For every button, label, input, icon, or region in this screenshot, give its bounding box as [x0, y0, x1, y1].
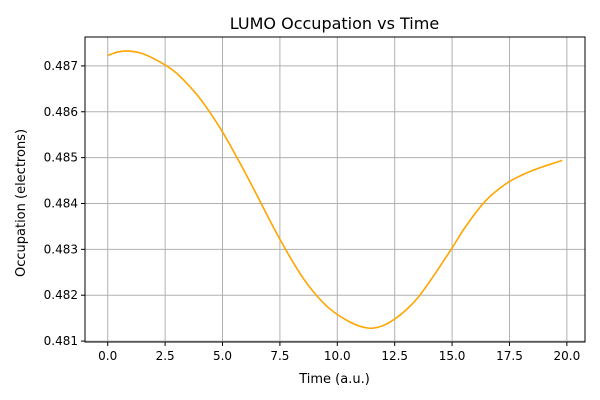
y-tick-label: 0.485 — [44, 151, 78, 165]
y-tick-label: 0.486 — [44, 105, 78, 119]
x-tick-label: 20.0 — [554, 349, 581, 363]
x-axis-label: Time (a.u.) — [298, 372, 370, 387]
y-axis-label: Occupation (electrons) — [14, 129, 29, 277]
y-tick-label: 0.481 — [44, 334, 78, 348]
x-axis: 0.0 2.5 5.0 7.5 10.0 12.5 15.0 17.5 20.0 — [98, 342, 580, 363]
x-tick-label: 2.5 — [156, 349, 175, 363]
x-tick-label: 15.0 — [439, 349, 466, 363]
y-axis: 0.481 0.482 0.483 0.484 0.485 0.486 0.487 — [44, 59, 85, 348]
y-tick-label: 0.483 — [44, 242, 78, 256]
y-tick-label: 0.487 — [44, 59, 78, 73]
x-tick-label: 17.5 — [496, 349, 523, 363]
x-tick-label: 5.0 — [213, 349, 232, 363]
plot-area — [107, 50, 563, 330]
y-tick-label: 0.482 — [44, 288, 78, 302]
x-tick-label: 0.0 — [98, 349, 117, 363]
grid — [85, 37, 585, 342]
plot-frame — [84, 36, 586, 343]
chart-title: LUMO Occupation vs Time — [230, 14, 439, 33]
x-tick-label: 12.5 — [381, 349, 408, 363]
x-tick-label: 10.0 — [324, 349, 351, 363]
series-line — [107, 50, 563, 330]
y-tick-label: 0.484 — [44, 196, 78, 210]
x-tick-label: 7.5 — [270, 349, 289, 363]
